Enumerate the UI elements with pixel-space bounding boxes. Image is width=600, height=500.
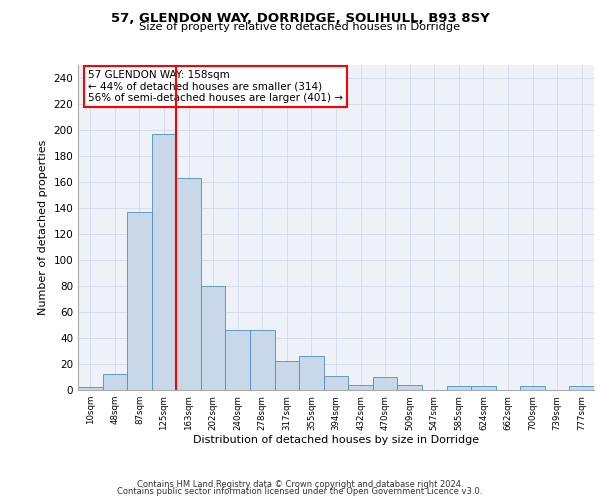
Bar [152,134,176,390]
Text: Contains HM Land Registry data © Crown copyright and database right 2024.: Contains HM Land Registry data © Crown c… [137,480,463,489]
Bar [299,356,324,390]
Text: 57, GLENDON WAY, DORRIDGE, SOLIHULL, B93 8SY: 57, GLENDON WAY, DORRIDGE, SOLIHULL, B93… [110,12,490,26]
Bar [78,388,103,390]
Text: 57 GLENDON WAY: 158sqm
← 44% of detached houses are smaller (314)
56% of semi-de: 57 GLENDON WAY: 158sqm ← 44% of detached… [88,70,343,103]
Bar [250,330,275,390]
Bar [471,386,496,390]
Bar [446,386,471,390]
Text: Contains public sector information licensed under the Open Government Licence v3: Contains public sector information licen… [118,488,482,496]
X-axis label: Distribution of detached houses by size in Dorridge: Distribution of detached houses by size … [193,436,479,446]
Text: Size of property relative to detached houses in Dorridge: Size of property relative to detached ho… [139,22,461,32]
Bar [176,178,201,390]
Bar [201,286,226,390]
Bar [324,376,348,390]
Bar [127,212,152,390]
Bar [373,377,397,390]
Bar [226,330,250,390]
Y-axis label: Number of detached properties: Number of detached properties [38,140,48,315]
Bar [397,385,422,390]
Bar [103,374,127,390]
Bar [520,386,545,390]
Bar [569,386,594,390]
Bar [348,385,373,390]
Bar [275,362,299,390]
